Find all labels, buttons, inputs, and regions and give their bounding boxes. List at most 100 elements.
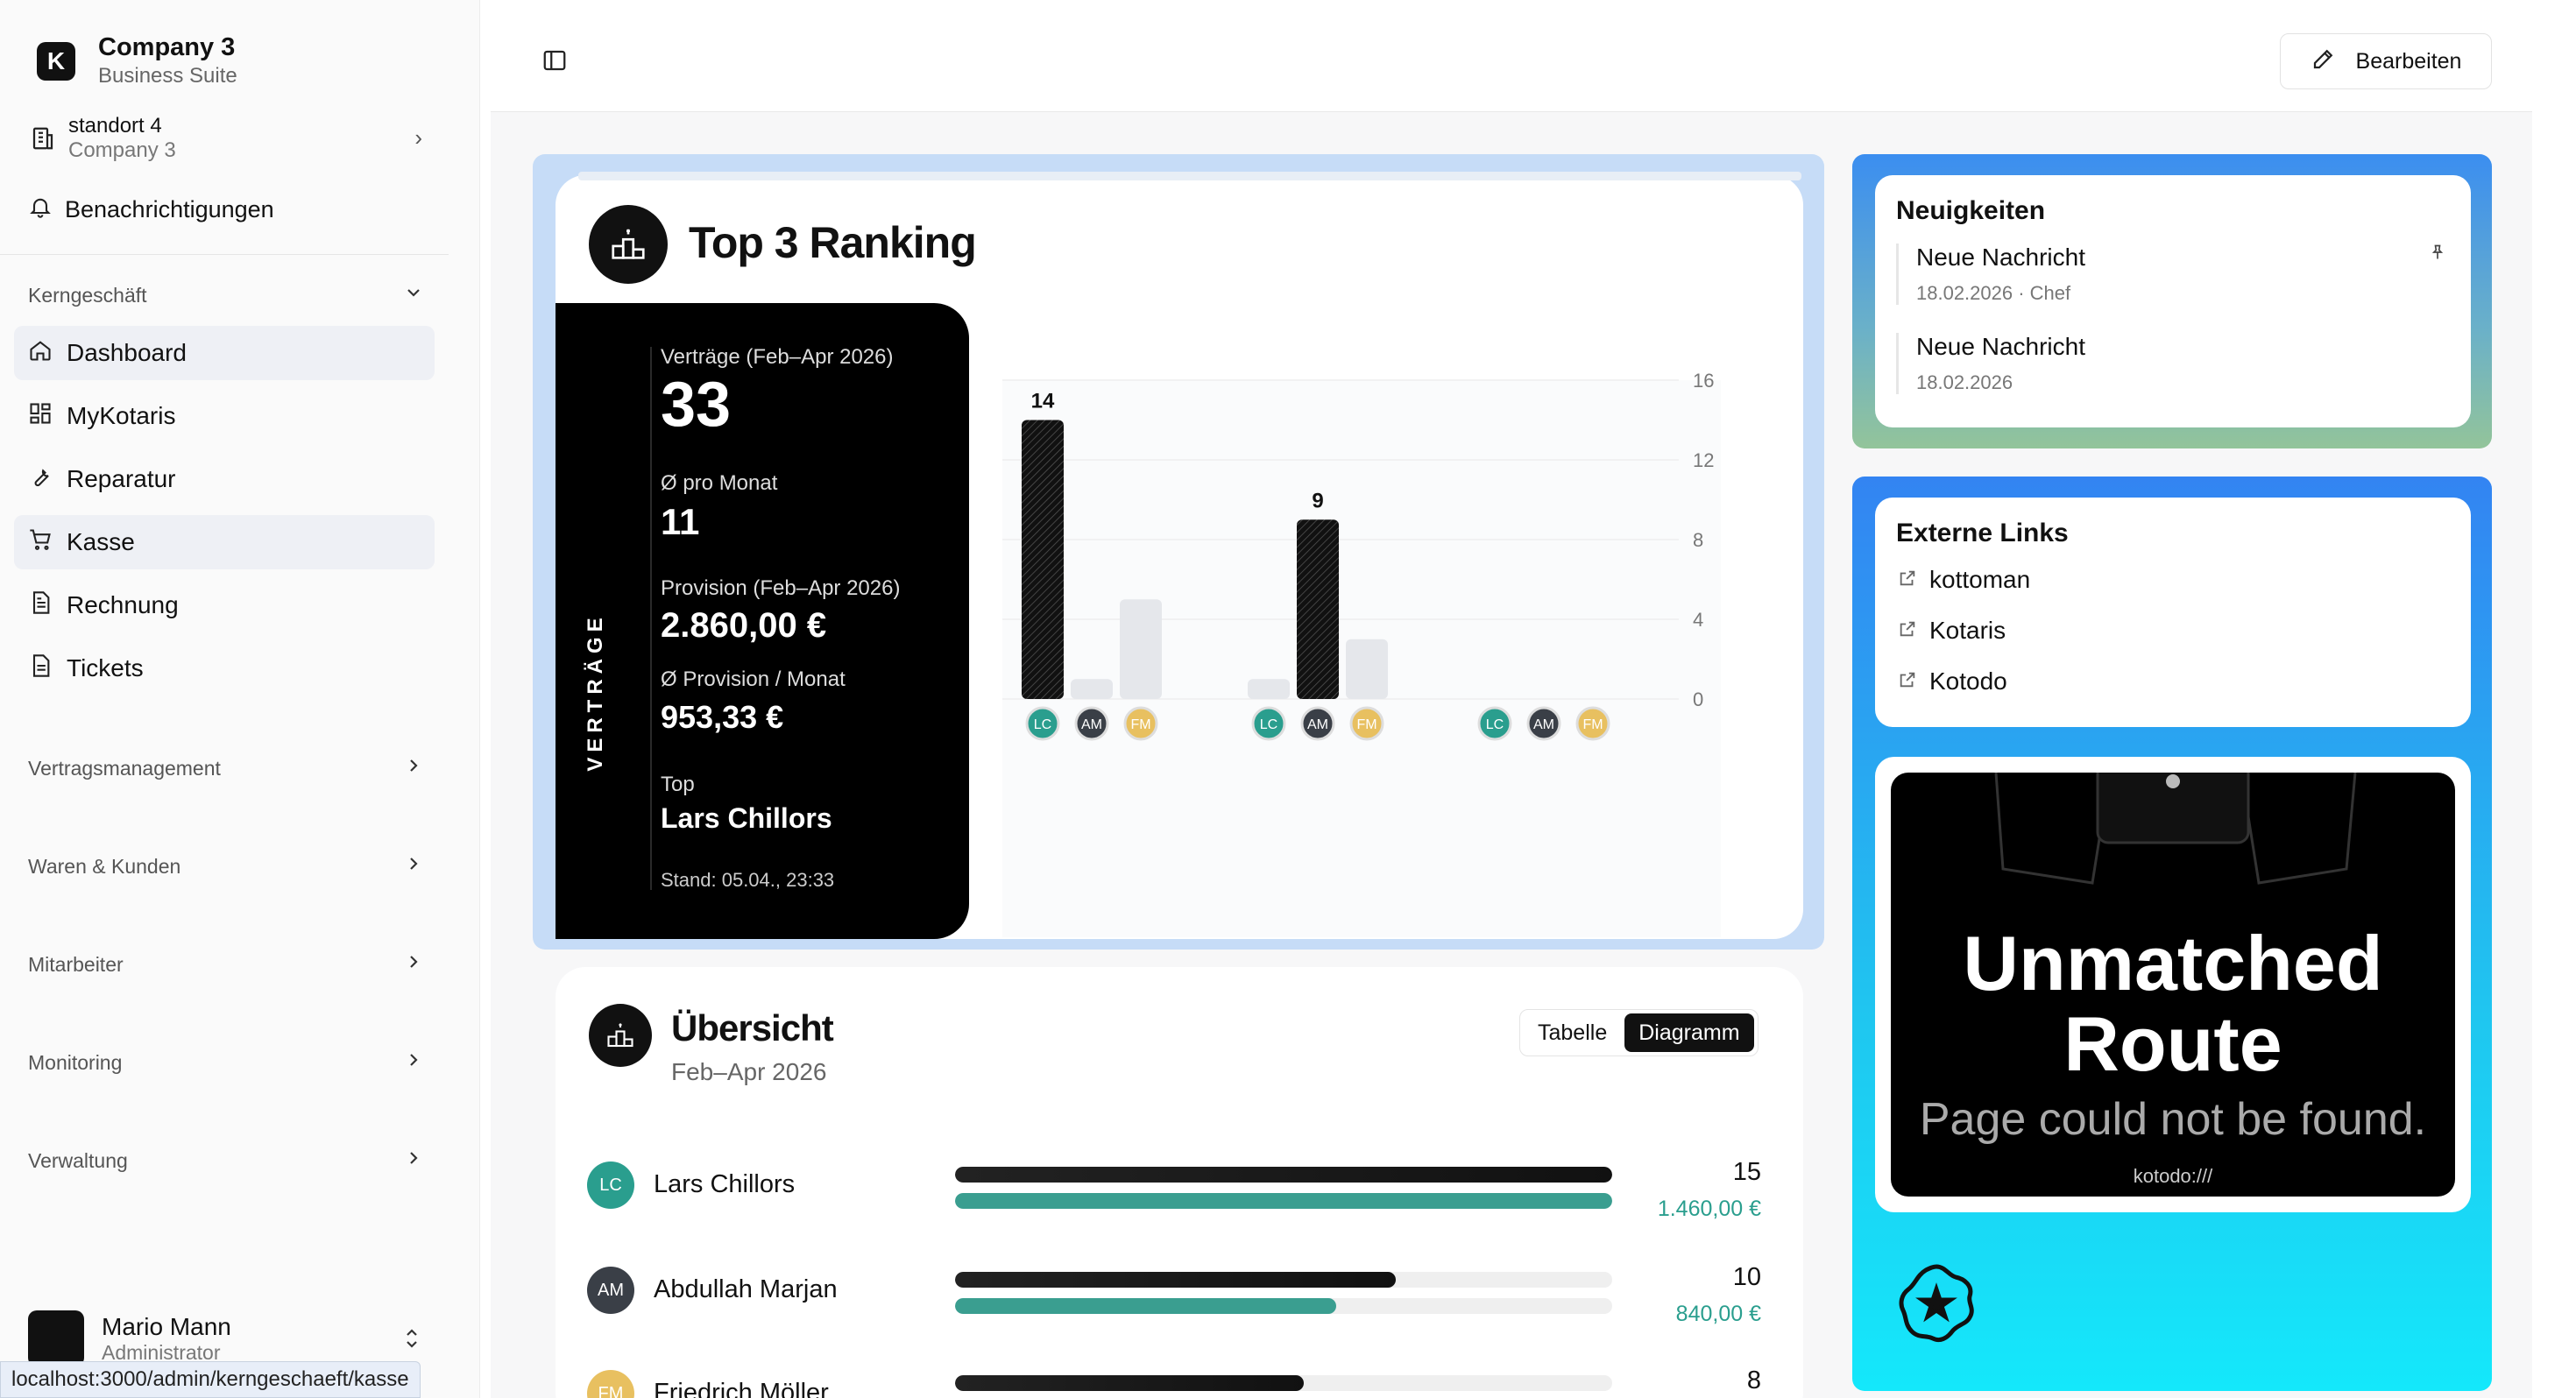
overview-row[interactable]: AM Abdullah Marjan 10 840,00 € <box>587 1263 1761 1326</box>
grid-icon <box>28 401 53 432</box>
section-label: Waren & Kunden <box>28 854 181 878</box>
per-month-value: 11 <box>661 501 700 542</box>
chevron-right-icon <box>403 951 424 978</box>
user-role: Administrator <box>102 1340 221 1364</box>
external-link-kotaris[interactable]: Kotaris <box>1898 617 2006 645</box>
edit-button[interactable]: Bearbeiten <box>2280 33 2492 89</box>
sidebar-item-reparatur[interactable]: Reparatur <box>14 452 435 506</box>
external-link-kottoman[interactable]: kottoman <box>1898 566 2030 594</box>
overview-row[interactable]: LC Lars Chillors 15 1.460,00 € <box>587 1158 1761 1221</box>
row-count: 8 <box>1746 1366 1761 1394</box>
bar-lc-feb <box>1022 420 1064 699</box>
amount-bar-fill <box>955 1298 1336 1314</box>
bar-data-label: 14 <box>1031 390 1055 413</box>
count-bar-track <box>955 1272 1612 1288</box>
section-verwaltung[interactable]: Verwaltung <box>28 1147 424 1174</box>
row-amount: 840,00 € <box>1675 1302 1761 1326</box>
sidebar-item-label: Dashboard <box>67 339 187 366</box>
chart-avatar <box>1300 706 1335 741</box>
links-title: Externe Links <box>1896 519 2069 547</box>
sidebar-item-rechnung[interactable]: Rechnung <box>14 578 435 632</box>
section-label: Vertragsmanagement <box>28 756 221 780</box>
chevron-right-icon <box>403 1147 424 1174</box>
panel-divider <box>650 347 652 890</box>
chart-avatar-initials: FM <box>1582 717 1603 732</box>
chart-avatar-initials: LC <box>1034 717 1051 732</box>
chart-avatar-initials: LC <box>1486 717 1504 732</box>
y-tick-label: 8 <box>1693 529 1703 551</box>
external-link-kotodo[interactable]: Kotodo <box>1898 667 2007 695</box>
chart-avatar-initials: FM <box>1130 717 1150 732</box>
podium-icon <box>589 205 668 284</box>
route-url: kotodo:/// <box>2133 1165 2213 1187</box>
chart-avatar <box>1123 706 1158 741</box>
external-link-icon <box>1898 566 1917 594</box>
news-card <box>1875 175 2471 427</box>
building-icon <box>28 124 58 153</box>
section-waren-kunden[interactable]: Waren & Kunden <box>28 853 424 879</box>
user-name: Mario Mann <box>102 1312 231 1340</box>
section-mitarbeiter[interactable]: Mitarbeiter <box>28 951 424 978</box>
company-switcher[interactable]: K Company 3 Business Suite <box>37 33 237 88</box>
news-title: Neuigkeiten <box>1896 196 2046 225</box>
embedded-preview[interactable]: Unmatched Route Page could not be found.… <box>1891 773 2455 1197</box>
news-item-title: Neue Nachricht <box>1916 244 2085 271</box>
pencil-icon <box>2311 46 2337 78</box>
section-monitoring[interactable]: Monitoring <box>28 1049 424 1076</box>
y-tick-label: 4 <box>1693 609 1703 631</box>
links-card <box>1875 498 2471 727</box>
chart-avatar <box>1349 706 1384 741</box>
company-suite: Business Suite <box>98 64 237 88</box>
section-kerngeschaeft[interactable]: Kerngeschäft <box>28 282 424 308</box>
wrench-icon <box>28 464 53 495</box>
section-vertragsmanagement[interactable]: Vertragsmanagement <box>28 755 424 781</box>
sidebar-toggle-icon[interactable] <box>541 47 568 78</box>
sidebar-item-kasse[interactable]: Kasse <box>14 515 435 569</box>
sidebar-item-label: Kasse <box>67 528 135 555</box>
route-subtitle: Page could not be found. <box>1919 1094 2427 1145</box>
star-badge-icon <box>1893 1260 1980 1352</box>
y-tick-label: 12 <box>1693 449 1714 471</box>
overview-row[interactable]: FM Friedrich Möller 8 <box>587 1366 1761 1398</box>
location-switcher[interactable]: standort 4 Company 3 › <box>28 114 422 163</box>
commission-month-stat: Ø Provision / Monat 953,33 € <box>661 667 846 736</box>
contracts-label: Verträge (Feb–Apr 2026) <box>661 345 894 369</box>
commission-month-label: Ø Provision / Monat <box>661 667 846 691</box>
pin-icon[interactable] <box>2429 242 2446 267</box>
avatar: FM <box>587 1370 634 1398</box>
sidebar-item-label: Reparatur <box>67 465 176 492</box>
chart-avatar <box>1477 706 1512 741</box>
sidebar-item-mykotaris[interactable]: MyKotaris <box>14 389 435 443</box>
chart-avatar-initials: LC <box>1260 717 1277 732</box>
notifications-label: Benachrichtigungen <box>65 196 274 222</box>
chart-avatar <box>1526 706 1561 741</box>
ticket-icon <box>28 653 53 684</box>
news-item[interactable]: Neue Nachricht 18.02.2026 · Chef <box>1896 244 2439 305</box>
count-bar-track <box>955 1375 1612 1391</box>
external-link-icon <box>1898 667 1917 695</box>
commission-month-value: 953,33 € <box>661 699 784 735</box>
sidebar-item-tickets[interactable]: Tickets <box>14 641 435 695</box>
section-label: Kerngeschäft <box>28 283 147 307</box>
tab-diagramm[interactable]: Diagramm <box>1624 1013 1754 1052</box>
tab-tabelle[interactable]: Tabelle <box>1538 1020 1608 1045</box>
count-bar-track <box>955 1167 1612 1183</box>
sidebar-item-dashboard[interactable]: Dashboard <box>14 326 435 380</box>
news-item[interactable]: Neue Nachricht 18.02.2026 <box>1896 333 2439 394</box>
chart-avatar-initials: AM <box>1533 717 1554 732</box>
sidebar-divider <box>0 254 449 255</box>
route-heading-line1: Unmatched <box>1963 920 2383 1006</box>
top-value: Lars Chillors <box>661 802 832 834</box>
row-name: Abdullah Marjan <box>654 1275 838 1303</box>
card-stack-strip <box>578 172 1801 180</box>
brand-logo: K <box>37 41 75 81</box>
news-item-date: 18.02.2026 <box>1916 371 2013 393</box>
chevron-right-icon <box>403 755 424 781</box>
external-link-icon <box>1898 617 1917 645</box>
location-name: standort 4 <box>68 114 162 138</box>
notifications-link[interactable]: Benachrichtigungen <box>28 194 274 225</box>
chart-avatar <box>1575 706 1610 741</box>
count-bar-fill <box>955 1375 1304 1391</box>
contracts-value: 33 <box>661 370 732 440</box>
user-menu[interactable]: Mario Mann Administrator <box>28 1310 422 1366</box>
